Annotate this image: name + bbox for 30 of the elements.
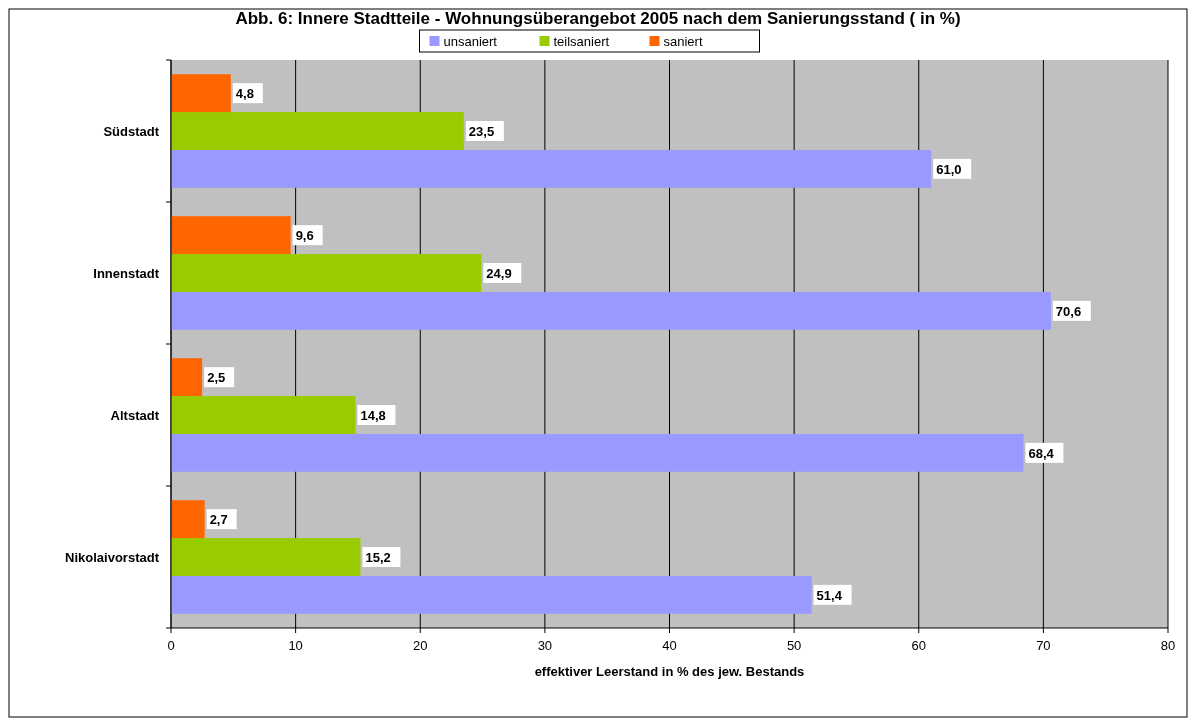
data-label: 23,5 [468, 124, 495, 139]
data-label: 14,8 [360, 408, 386, 423]
x-axis-title: effektiver Leerstand in % des jew. Bestands [534, 664, 805, 679]
legend-label: saniert [663, 34, 703, 49]
data-label: 9,6 [295, 228, 314, 244]
x-tick-label: 0 [167, 638, 175, 653]
data-label: 61,0 [936, 161, 962, 177]
y-tick-label: Innenstadt [93, 266, 160, 281]
data-label: 2,7 [209, 512, 228, 528]
x-tick-label: 30 [537, 638, 553, 653]
x-tick-label: 10 [288, 638, 303, 653]
data-label: 4,8 [235, 86, 254, 102]
y-tick-label: Südstadt [103, 124, 160, 139]
chart-title: Abb. 6: Innere Stadtteile - Wohnungsüberangebot 2005 nach dem Sanierungsstand ( in %) [235, 9, 961, 28]
data-label: 68,4 [1028, 445, 1055, 461]
legend-label: unsaniert [443, 34, 498, 49]
data-label: 15,2 [365, 550, 391, 565]
x-tick-label: 80 [1160, 638, 1176, 653]
legend-label: teilsaniert [553, 34, 610, 49]
x-tick-label: 50 [786, 638, 802, 653]
x-tick-label: 20 [413, 638, 428, 653]
y-tick-label: Altstadt [110, 408, 160, 423]
data-label: 51,4 [816, 587, 843, 603]
x-tick-label: 40 [662, 638, 677, 653]
y-tick-label: Nikolaivorstadt [65, 550, 160, 565]
data-label: 2,5 [207, 370, 226, 386]
x-tick-label: 70 [1036, 638, 1051, 653]
x-tick-label: 60 [911, 638, 926, 653]
data-label: 70,6 [1055, 303, 1082, 319]
data-label: 24,9 [486, 266, 512, 281]
